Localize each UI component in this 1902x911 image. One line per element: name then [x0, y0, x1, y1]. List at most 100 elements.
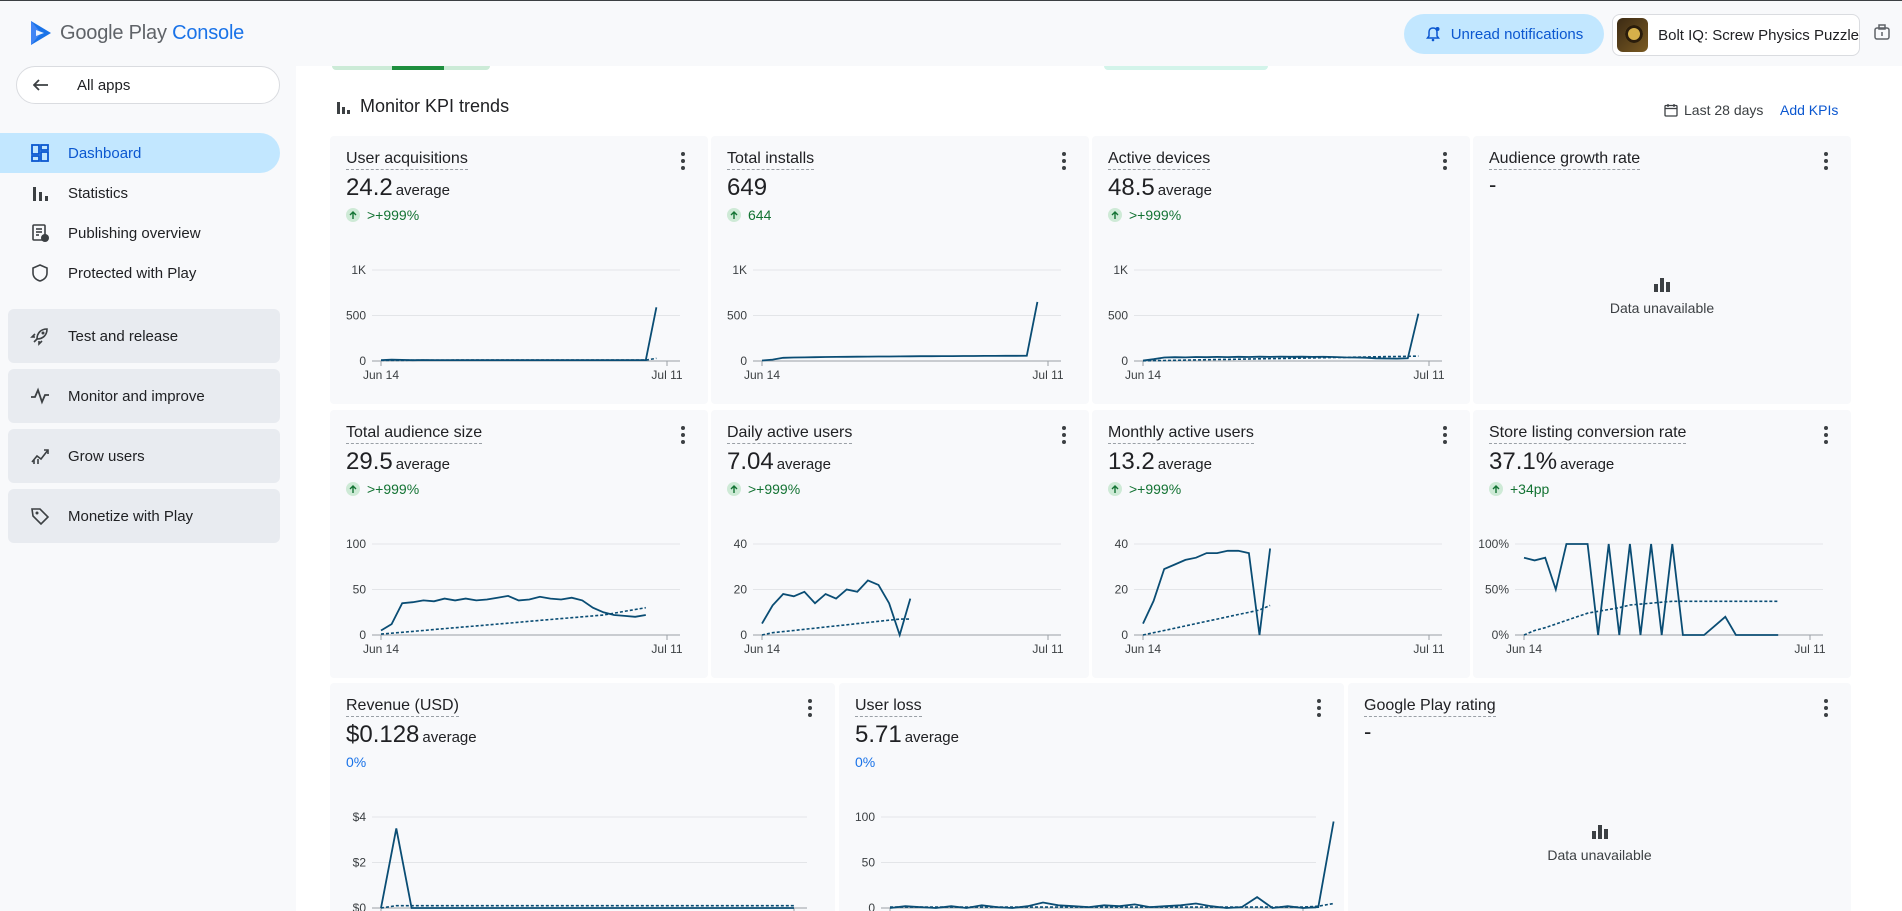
- y-tick-label: $0: [353, 901, 367, 911]
- more-options-icon[interactable]: [673, 150, 693, 172]
- back-arrow-icon: [33, 79, 51, 91]
- top-bar: Google Play Console Unread notifications…: [0, 1, 1902, 65]
- kpi-card-title[interactable]: Audience growth rate: [1489, 150, 1641, 170]
- main-content: Monitor KPI trends Last 28 days Add KPIs…: [296, 66, 1902, 911]
- date-range-selector[interactable]: Last 28 days: [1664, 102, 1763, 118]
- series-line: [889, 821, 1335, 909]
- x-tick-label: Jun 14: [744, 642, 780, 656]
- kpi-card-title[interactable]: User loss: [855, 697, 922, 717]
- sidebar-item-statistics[interactable]: Statistics: [0, 173, 280, 213]
- sidebar-item-label: Protected with Play: [68, 264, 197, 282]
- y-tick-label: 500: [1108, 309, 1128, 323]
- kpi-delta-value: >+999%: [748, 481, 801, 497]
- more-options-icon[interactable]: [1435, 424, 1455, 446]
- kpi-delta: >+999%: [1108, 481, 1181, 497]
- kpi-card-active-devices: Active devices 48.5 average >+999% 1K 500 0 Jun…: [1092, 136, 1470, 404]
- sidebar-item-label: Statistics: [68, 184, 129, 202]
- kpi-card-user-loss: User loss 5.71 average 0% 100 50 0: [839, 683, 1344, 911]
- more-options-icon[interactable]: [1816, 424, 1836, 446]
- kpi-card-total-audience-size: Total audience size 29.5 average >+999% 100 5…: [330, 410, 708, 678]
- kpi-value-suffix: average: [1560, 456, 1615, 473]
- more-options-icon[interactable]: [1309, 697, 1329, 719]
- data-unavailable: Data unavailable: [1602, 276, 1722, 316]
- trend-up-icon: [1108, 482, 1122, 496]
- bar-chart-icon: [1591, 825, 1608, 839]
- kpi-card-title[interactable]: User acquisitions: [346, 150, 468, 170]
- play-console-logo[interactable]: Google Play Console: [28, 19, 244, 47]
- sidebar-group-test-and-release[interactable]: Test and release: [8, 309, 280, 363]
- y-tick-label: 0: [359, 628, 366, 642]
- y-tick-label: 100: [855, 810, 875, 824]
- comparison-series-line: [380, 904, 794, 909]
- y-tick-label: 50%: [1485, 583, 1509, 597]
- x-tick-label: Jul 11: [1413, 642, 1444, 656]
- comparison-series-line: [1142, 355, 1419, 362]
- more-options-icon[interactable]: [1816, 697, 1836, 719]
- kpi-card-title[interactable]: Daily active users: [727, 424, 853, 444]
- kpi-card-total-installs: Total installs 649 644 1K 500 0 Jun 14 Jul 11: [711, 136, 1089, 404]
- section-title: Monitor KPI trends: [336, 96, 509, 117]
- dashboard-icon: [30, 143, 50, 163]
- kpi-delta-value: >+999%: [1129, 207, 1182, 223]
- y-tick-label: 0: [868, 901, 875, 911]
- kpi-card-title[interactable]: Store listing conversion rate: [1489, 424, 1687, 444]
- sidebar-item-dashboard[interactable]: Dashboard: [0, 133, 280, 173]
- kpi-delta-value: >+999%: [367, 207, 420, 223]
- kpi-card-title[interactable]: Revenue (USD): [346, 697, 459, 717]
- all-apps-button[interactable]: All apps: [16, 66, 280, 104]
- more-options-icon[interactable]: [1054, 424, 1074, 446]
- add-kpis-link[interactable]: Add KPIs: [1780, 102, 1839, 118]
- kpi-delta: 644: [727, 207, 771, 223]
- kpi-card-title[interactable]: Monthly active users: [1108, 424, 1254, 444]
- x-tick-label: Jun 14: [363, 642, 399, 656]
- sidebar-group-grow-users[interactable]: Grow users: [8, 429, 280, 483]
- kpi-value-suffix: average: [395, 456, 450, 473]
- kpi-value-number: 24.2: [346, 174, 393, 201]
- kpi-card-title[interactable]: Total audience size: [346, 424, 483, 444]
- sidebar-group-label: Grow users: [68, 447, 145, 465]
- notifications-label: Unread notifications: [1450, 25, 1584, 43]
- sidebar-item-label: Dashboard: [68, 144, 142, 162]
- help-icon[interactable]: [1872, 23, 1892, 43]
- y-tick-label: 40: [734, 537, 748, 551]
- x-tick-label: Jun 14: [1125, 368, 1161, 382]
- more-options-icon[interactable]: [1435, 150, 1455, 172]
- kpi-delta-value: 0%: [346, 754, 367, 770]
- y-tick-label: 40: [1115, 537, 1129, 551]
- kpi-delta: >+999%: [727, 481, 800, 497]
- kpi-value: 5.71 average: [855, 721, 959, 749]
- kpi-value: 29.5 average: [346, 448, 450, 476]
- more-options-icon[interactable]: [800, 697, 820, 719]
- bar-chart-icon: [30, 183, 50, 203]
- unread-notifications-button[interactable]: Unread notifications: [1404, 14, 1604, 54]
- sidebar-group-label: Test and release: [68, 327, 179, 345]
- comparison-series-line: [1142, 604, 1271, 636]
- kpi-value-suffix: average: [1157, 456, 1212, 473]
- x-tick-label: Jun 14: [1506, 642, 1542, 656]
- kpi-delta: >+999%: [346, 481, 419, 497]
- sidebar-group-monetize-with-play[interactable]: Monetize with Play: [8, 489, 280, 543]
- y-tick-label: 1K: [351, 263, 366, 277]
- sidebar-item-protected-with-play[interactable]: Protected with Play: [0, 253, 280, 293]
- more-options-icon[interactable]: [1816, 150, 1836, 172]
- play-console-logo-icon: [31, 21, 51, 45]
- trend-up-icon: [727, 482, 741, 496]
- more-options-icon[interactable]: [1054, 150, 1074, 172]
- sidebar-group-monitor-and-improve[interactable]: Monitor and improve: [8, 369, 280, 423]
- trend-up-icon: [1489, 482, 1503, 496]
- kpi-card-title[interactable]: Google Play rating: [1364, 697, 1496, 717]
- kpi-card-daily-active-users: Daily active users 7.04 average >+999% 40 20 0…: [711, 410, 1089, 678]
- kpi-card-title[interactable]: Active devices: [1108, 150, 1211, 170]
- more-options-icon[interactable]: [673, 424, 693, 446]
- trend-up-icon: [1108, 208, 1122, 222]
- data-unavailable-label: Data unavailable: [1609, 300, 1715, 316]
- sidebar-item-publishing-overview[interactable]: Publishing overview: [0, 213, 280, 253]
- app-selector[interactable]: Bolt IQ: Screw Physics Puzzle: [1612, 14, 1860, 56]
- kpi-delta: >+999%: [1108, 207, 1181, 223]
- y-tick-label: 0%: [1492, 628, 1510, 642]
- series-line: [1142, 313, 1420, 362]
- kpi-delta: 0%: [346, 754, 366, 770]
- kpi-card-title[interactable]: Total installs: [727, 150, 815, 170]
